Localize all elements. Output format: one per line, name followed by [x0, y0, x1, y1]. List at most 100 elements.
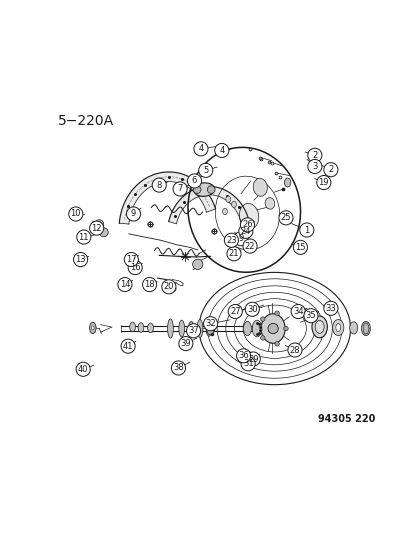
Text: 24: 24: [240, 227, 251, 236]
Circle shape: [99, 228, 108, 237]
Circle shape: [240, 357, 254, 371]
Text: 94305 220: 94305 220: [317, 414, 375, 424]
Text: 32: 32: [205, 319, 215, 328]
Circle shape: [293, 240, 307, 254]
Ellipse shape: [89, 322, 96, 334]
Circle shape: [95, 220, 104, 229]
Circle shape: [178, 336, 192, 351]
Circle shape: [274, 342, 279, 346]
Circle shape: [233, 232, 247, 246]
Text: 36: 36: [237, 351, 248, 360]
Circle shape: [187, 174, 201, 188]
Text: 30: 30: [247, 305, 257, 314]
Circle shape: [307, 148, 321, 163]
Circle shape: [74, 253, 88, 266]
Circle shape: [244, 302, 259, 316]
Circle shape: [76, 362, 90, 376]
Text: 25: 25: [280, 213, 290, 222]
Text: 31: 31: [242, 359, 253, 368]
Ellipse shape: [335, 324, 340, 332]
Text: 34: 34: [292, 307, 303, 316]
Text: 9: 9: [238, 234, 243, 243]
Circle shape: [171, 361, 185, 375]
Text: 11: 11: [78, 232, 89, 241]
Circle shape: [283, 326, 287, 331]
Ellipse shape: [206, 322, 214, 335]
Text: 23: 23: [225, 236, 236, 245]
Ellipse shape: [225, 196, 230, 203]
Ellipse shape: [206, 321, 211, 336]
Circle shape: [69, 207, 83, 221]
Ellipse shape: [252, 320, 261, 337]
Ellipse shape: [284, 178, 290, 187]
Ellipse shape: [178, 320, 184, 337]
Circle shape: [260, 317, 264, 321]
Circle shape: [323, 163, 337, 177]
Ellipse shape: [314, 320, 323, 333]
Ellipse shape: [332, 320, 343, 336]
Polygon shape: [119, 172, 215, 224]
Text: 40: 40: [78, 365, 88, 374]
Ellipse shape: [197, 320, 202, 337]
Circle shape: [236, 349, 250, 363]
Text: 2: 2: [311, 151, 317, 160]
Ellipse shape: [264, 198, 274, 209]
Text: 17: 17: [126, 255, 136, 264]
Circle shape: [260, 336, 264, 340]
Text: 38: 38: [173, 364, 183, 373]
Ellipse shape: [253, 179, 267, 196]
Ellipse shape: [167, 319, 173, 338]
Circle shape: [173, 182, 187, 196]
Circle shape: [76, 230, 91, 244]
Text: 39: 39: [180, 339, 191, 348]
Text: 33: 33: [325, 304, 335, 313]
Text: 8: 8: [156, 181, 161, 190]
Circle shape: [274, 311, 279, 316]
Circle shape: [124, 253, 138, 266]
Text: 20: 20: [163, 282, 174, 292]
Text: 16: 16: [130, 263, 140, 272]
Circle shape: [226, 247, 240, 261]
Ellipse shape: [138, 323, 143, 333]
Circle shape: [246, 352, 260, 366]
Circle shape: [224, 233, 238, 247]
Text: 15: 15: [294, 243, 305, 252]
Text: 27: 27: [229, 307, 240, 316]
Ellipse shape: [188, 321, 194, 336]
Text: 4: 4: [198, 144, 203, 154]
Circle shape: [128, 261, 142, 274]
Circle shape: [238, 224, 252, 238]
Circle shape: [121, 339, 135, 353]
Circle shape: [89, 221, 104, 235]
Circle shape: [152, 178, 166, 192]
Text: 28: 28: [289, 345, 299, 354]
Ellipse shape: [311, 316, 327, 338]
Text: 5: 5: [203, 166, 208, 175]
Circle shape: [316, 175, 330, 190]
Circle shape: [192, 259, 202, 270]
Polygon shape: [168, 187, 250, 234]
Circle shape: [290, 304, 304, 319]
Text: 13: 13: [75, 255, 86, 264]
Text: 4: 4: [218, 146, 224, 155]
Text: 26: 26: [242, 220, 252, 229]
Circle shape: [240, 218, 254, 232]
Circle shape: [126, 207, 140, 221]
Circle shape: [299, 223, 313, 237]
Ellipse shape: [91, 326, 94, 330]
Circle shape: [193, 185, 200, 193]
Text: 18: 18: [144, 280, 154, 289]
Text: 12: 12: [91, 224, 102, 232]
Text: 3: 3: [311, 162, 317, 171]
Ellipse shape: [261, 314, 285, 343]
Text: 41: 41: [123, 342, 133, 351]
Circle shape: [287, 343, 301, 357]
Ellipse shape: [129, 322, 135, 332]
Circle shape: [303, 309, 317, 323]
Text: 35: 35: [305, 311, 316, 320]
Text: 5−220A: 5−220A: [58, 114, 114, 127]
Circle shape: [142, 278, 156, 292]
Text: 37: 37: [188, 326, 199, 335]
Circle shape: [207, 185, 214, 193]
Text: 6: 6: [191, 176, 197, 185]
